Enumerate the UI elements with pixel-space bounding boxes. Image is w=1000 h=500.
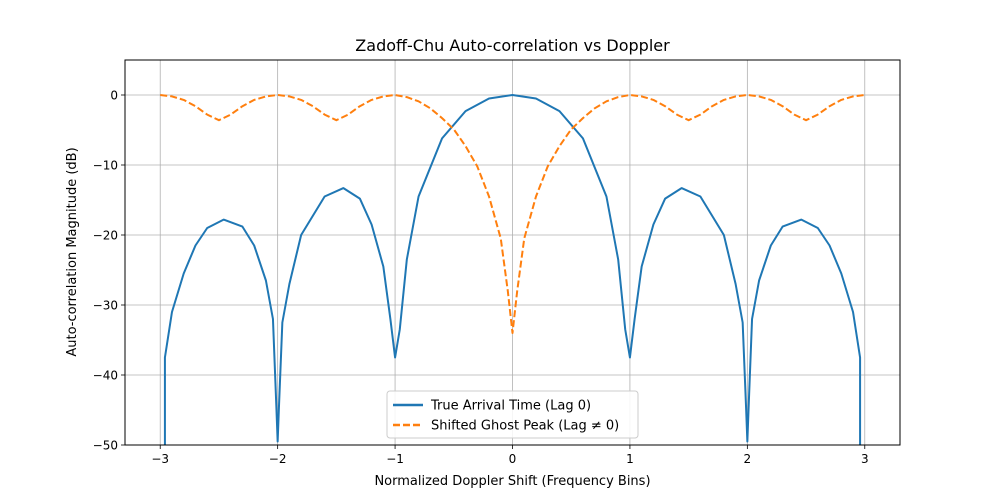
y-tick-label: 0 (110, 89, 118, 103)
x-tick-label: 2 (744, 452, 752, 466)
x-tick-label: −2 (269, 452, 287, 466)
y-tick-label: −20 (93, 229, 118, 243)
plot-series (160, 94, 865, 445)
legend-box (386, 390, 639, 439)
legend-label-true-arrival: True Arrival Time (Lag 0) (430, 399, 591, 414)
x-tick-label: 3 (861, 452, 869, 466)
x-tick-label: 0 (509, 452, 517, 466)
x-axis-label: Normalized Doppler Shift (Frequency Bins… (374, 474, 650, 489)
x-tick-label: 1 (626, 452, 634, 466)
series-line-true-arrival (163, 94, 862, 445)
y-tick-label: −30 (93, 299, 118, 313)
x-tick-label: −3 (151, 452, 169, 466)
x-axis-ticks: −3 −2 −1 0 1 2 3 (151, 445, 869, 466)
series-line-ghost-peak (160, 94, 865, 334)
y-tick-label: −10 (93, 159, 118, 173)
y-tick-label: −40 (93, 369, 118, 383)
y-tick-label: −50 (93, 439, 118, 453)
y-axis-ticks: −50 −40 −30 −20 −10 0 (93, 89, 125, 453)
y-axis-label: Auto-correlation Magnitude (dB) (65, 147, 80, 356)
legend-label-ghost-peak: Shifted Ghost Peak (Lag ≠ 0) (431, 419, 619, 434)
legend: True Arrival Time (Lag 0) Shifted Ghost … (386, 390, 639, 439)
chart-title: Zadoff-Chu Auto-correlation vs Doppler (355, 36, 670, 55)
x-tick-label: −1 (386, 452, 404, 466)
